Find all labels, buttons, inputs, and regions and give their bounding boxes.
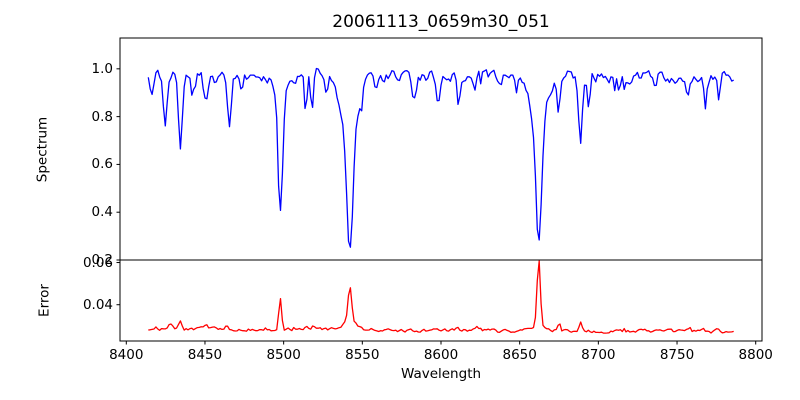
spectrum-y-tick-label: 0.4 bbox=[91, 204, 113, 221]
x-tick-label: 8800 bbox=[738, 347, 773, 363]
error-ylabel: Error bbox=[36, 284, 53, 317]
spectrum-y-tick-label: 1.0 bbox=[91, 60, 113, 77]
x-tick-label: 8500 bbox=[266, 347, 301, 363]
spectrum-y-tick-label: 0.6 bbox=[91, 156, 113, 173]
x-tick-label: 8450 bbox=[187, 347, 223, 363]
spectrum-line bbox=[147, 67, 735, 248]
x-tick-label: 8650 bbox=[502, 347, 537, 363]
error-y-tick-label: 0.04 bbox=[82, 296, 113, 313]
x-tick-label: 8400 bbox=[109, 347, 144, 363]
x-tick-label: 8750 bbox=[659, 347, 695, 363]
spectrum-y-tick-label: 0.8 bbox=[91, 108, 113, 125]
x-tick-label: 8550 bbox=[345, 347, 380, 363]
error-line bbox=[148, 260, 734, 334]
spectrum-y-tick-label: 0.2 bbox=[91, 252, 113, 268]
xaxis-label: Wavelength bbox=[400, 366, 482, 382]
spectrum-axes-frame bbox=[119, 37, 763, 261]
error-axes-frame bbox=[119, 259, 763, 342]
error-y-tick-label: 0.06 bbox=[82, 254, 113, 271]
spectrum-ylabel: Spectrum bbox=[34, 116, 51, 183]
x-tick-label: 8600 bbox=[423, 347, 459, 363]
x-tick-label: 8700 bbox=[581, 347, 616, 363]
plot-title: 20061113_0659m30_051 bbox=[332, 12, 550, 32]
